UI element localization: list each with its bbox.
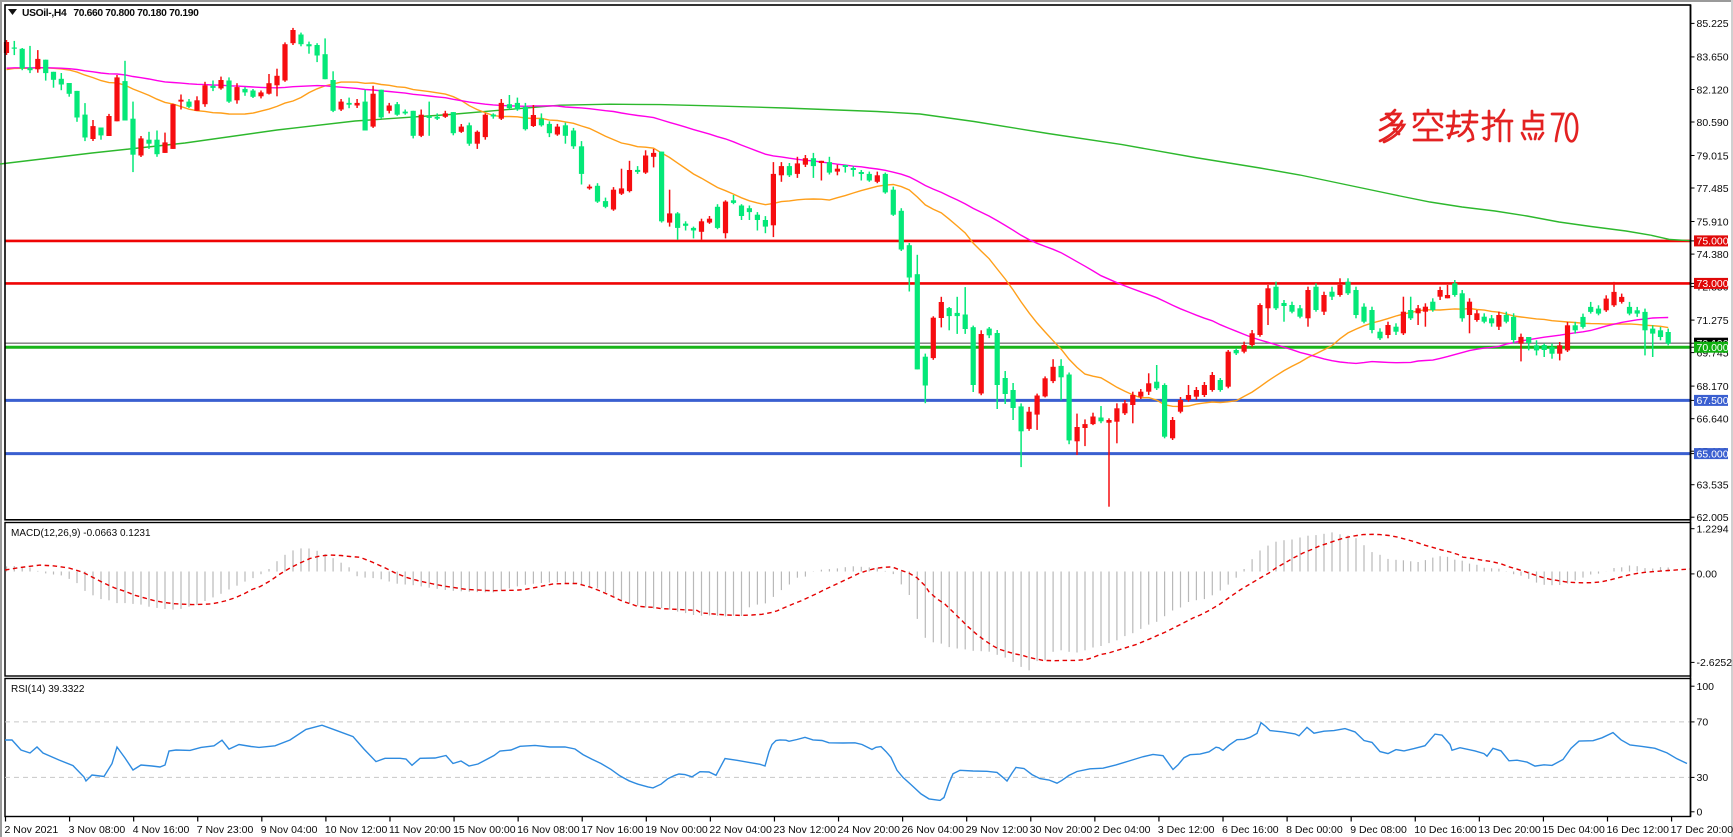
- svg-text:10 Dec 16:00: 10 Dec 16:00: [1414, 824, 1477, 836]
- svg-text:16 Dec 12:00: 16 Dec 12:00: [1607, 824, 1670, 836]
- svg-text:63.535: 63.535: [1697, 480, 1729, 492]
- svg-text:9 Nov 04:00: 9 Nov 04:00: [261, 824, 318, 836]
- svg-text:MACD(12,26,9) -0.0663 0.1231: MACD(12,26,9) -0.0663 0.1231: [11, 528, 151, 539]
- svg-text:73.000: 73.000: [1697, 278, 1729, 290]
- svg-text:71.275: 71.275: [1697, 315, 1729, 327]
- svg-text:68.170: 68.170: [1697, 381, 1729, 393]
- svg-text:75.910: 75.910: [1697, 216, 1729, 228]
- svg-text:13 Dec 20:00: 13 Dec 20:00: [1478, 824, 1541, 836]
- svg-text:30: 30: [1697, 772, 1709, 784]
- svg-text:8 Dec 00:00: 8 Dec 00:00: [1286, 824, 1343, 836]
- svg-text:7 Nov 23:00: 7 Nov 23:00: [197, 824, 254, 836]
- svg-text:62.005: 62.005: [1697, 512, 1729, 524]
- svg-text:26 Nov 04:00: 26 Nov 04:00: [902, 824, 965, 836]
- svg-text:70: 70: [1697, 717, 1709, 729]
- svg-text:2 Nov 2021: 2 Nov 2021: [5, 824, 59, 836]
- svg-text:80.590: 80.590: [1697, 117, 1729, 129]
- svg-text:10 Nov 12:00: 10 Nov 12:00: [325, 824, 388, 836]
- svg-text:2 Dec 04:00: 2 Dec 04:00: [1094, 824, 1151, 836]
- svg-text:24 Nov 20:00: 24 Nov 20:00: [838, 824, 901, 836]
- svg-text:29 Nov 12:00: 29 Nov 12:00: [966, 824, 1029, 836]
- svg-text:9 Dec 08:00: 9 Dec 08:00: [1350, 824, 1407, 836]
- svg-text:19 Nov 00:00: 19 Nov 00:00: [645, 824, 708, 836]
- svg-text:0: 0: [1697, 807, 1703, 819]
- svg-text:-2.6252: -2.6252: [1697, 657, 1733, 669]
- svg-text:85.225: 85.225: [1697, 18, 1729, 30]
- svg-text:23 Nov 12:00: 23 Nov 12:00: [774, 824, 837, 836]
- svg-text:82.120: 82.120: [1697, 84, 1729, 96]
- svg-text:66.640: 66.640: [1697, 414, 1729, 426]
- svg-text:3 Nov 08:00: 3 Nov 08:00: [69, 824, 126, 836]
- svg-text:1.2294: 1.2294: [1697, 524, 1729, 536]
- svg-text:67.500: 67.500: [1697, 395, 1729, 407]
- svg-text:6 Dec 16:00: 6 Dec 16:00: [1222, 824, 1279, 836]
- svg-text:4 Nov 16:00: 4 Nov 16:00: [133, 824, 190, 836]
- svg-text:15 Dec 04:00: 15 Dec 04:00: [1542, 824, 1605, 836]
- svg-text:22 Nov 04:00: 22 Nov 04:00: [709, 824, 772, 836]
- svg-text:16 Nov 08:00: 16 Nov 08:00: [517, 824, 580, 836]
- svg-text:3 Dec 12:00: 3 Dec 12:00: [1158, 824, 1215, 836]
- svg-text:RSI(14) 39.3322: RSI(14) 39.3322: [11, 684, 85, 695]
- svg-text:65.000: 65.000: [1697, 448, 1729, 460]
- svg-text:79.015: 79.015: [1697, 150, 1729, 162]
- svg-text:11 Nov 20:00: 11 Nov 20:00: [389, 824, 451, 836]
- svg-text:100: 100: [1697, 681, 1715, 693]
- svg-text:30 Nov 20:00: 30 Nov 20:00: [1030, 824, 1093, 836]
- svg-text:75.000: 75.000: [1697, 236, 1729, 248]
- svg-text:17 Nov 16:00: 17 Nov 16:00: [581, 824, 644, 836]
- svg-text:15 Nov 00:00: 15 Nov 00:00: [453, 824, 516, 836]
- svg-text:77.485: 77.485: [1697, 183, 1729, 195]
- svg-text:83.650: 83.650: [1697, 52, 1729, 64]
- svg-text:17 Dec 20:00: 17 Dec 20:00: [1671, 824, 1733, 836]
- svg-text:70.000: 70.000: [1697, 342, 1729, 354]
- svg-text:74.380: 74.380: [1697, 249, 1729, 261]
- svg-text:0.00: 0.00: [1697, 569, 1718, 581]
